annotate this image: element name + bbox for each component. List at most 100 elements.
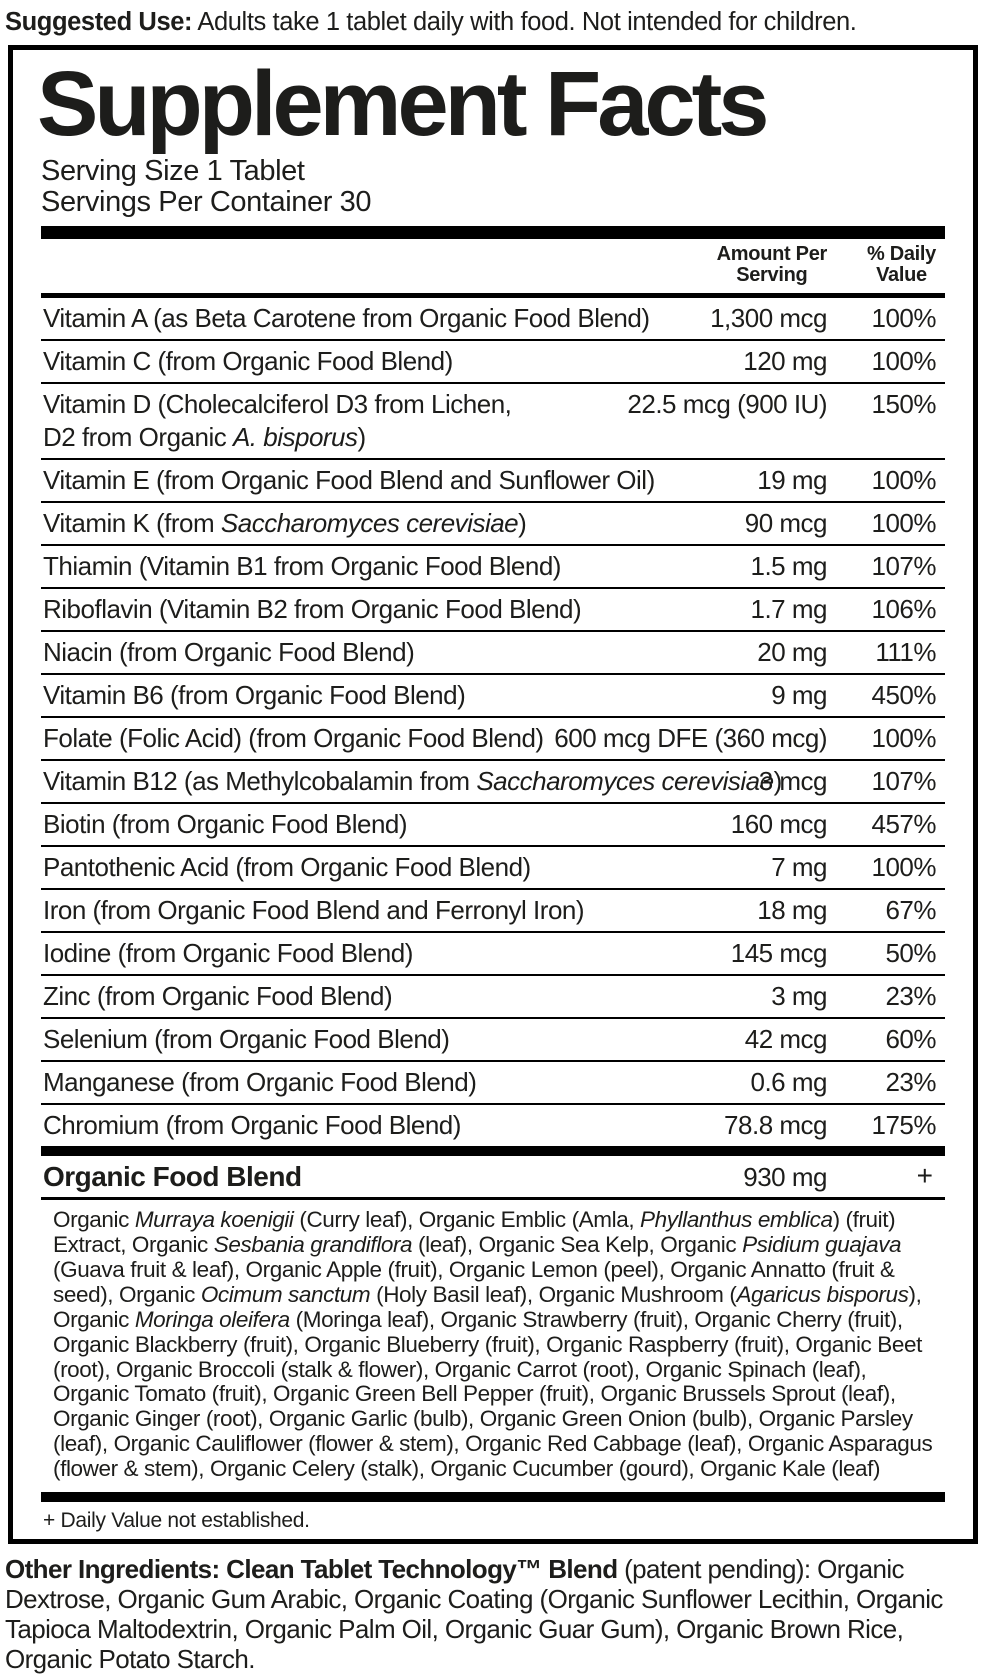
divider-medium-header bbox=[41, 293, 945, 299]
suggested-use-text: Adults take 1 tablet daily with food. No… bbox=[192, 8, 857, 36]
nutrient-name: Iron (from Organic Food Blend and Ferron… bbox=[43, 895, 585, 926]
column-header-daily-value: % Daily Value bbox=[866, 243, 936, 287]
nutrient-name: Vitamin D (Cholecalciferol D3 from Liche… bbox=[43, 389, 512, 453]
nutrient-daily-value: 23% bbox=[885, 981, 936, 1012]
other-ingredients-label: Other Ingredients: Clean Tablet Technolo… bbox=[5, 1553, 618, 1584]
nutrient-name: Vitamin E (from Organic Food Blend and S… bbox=[43, 465, 655, 496]
divider-thick-top bbox=[41, 226, 945, 240]
nutrient-amount: 1,300 mcg bbox=[710, 303, 827, 334]
nutrient-amount: 19 mg bbox=[757, 465, 827, 496]
nutrient-daily-value: 106% bbox=[871, 594, 937, 625]
blend-daily-value-symbol: + bbox=[916, 1160, 933, 1192]
nutrient-name: Iodine (from Organic Food Blend) bbox=[43, 938, 413, 969]
nutrient-amount: 1.5 mg bbox=[750, 551, 828, 582]
table-row: Biotin (from Organic Food Blend) 160 mcg 4… bbox=[41, 804, 945, 848]
table-row: Riboflavin (Vitamin B2 from Organic Food… bbox=[41, 589, 945, 633]
nutrient-daily-value: 100% bbox=[871, 508, 937, 539]
nutrient-daily-value: 107% bbox=[871, 551, 937, 582]
nutrient-amount: 78.8 mcg bbox=[724, 1110, 827, 1141]
table-row: Manganese (from Organic Food Blend) 0.6 m… bbox=[41, 1062, 945, 1106]
nutrient-name: Vitamin B6 (from Organic Food Blend) bbox=[43, 680, 466, 711]
nutrient-daily-value: 457% bbox=[871, 809, 937, 840]
table-row: Zinc (from Organic Food Blend) 3 mg 23% bbox=[41, 976, 945, 1020]
nutrient-amount: 145 mcg bbox=[730, 938, 828, 969]
nutrient-amount: 22.5 mcg (900 IU) bbox=[627, 389, 827, 420]
nutrient-amount: 120 mg bbox=[743, 346, 827, 377]
daily-value-footnote: + Daily Value not established. bbox=[43, 1508, 310, 1532]
nutrient-daily-value: 450% bbox=[871, 680, 937, 711]
nutrient-name: Pantothenic Acid (from Organic Food Blen… bbox=[43, 852, 531, 883]
nutrient-amount: 160 mcg bbox=[730, 809, 828, 840]
nutrient-name: Vitamin A (as Beta Carotene from Organic… bbox=[43, 303, 650, 334]
nutrient-daily-value: 175% bbox=[871, 1110, 937, 1141]
other-ingredients-paragraph: Other Ingredients: Clean Tablet Technolo… bbox=[0, 1544, 986, 1674]
table-row: Pantothenic Acid (from Organic Food Blen… bbox=[41, 847, 945, 891]
nutrient-name: Vitamin C (from Organic Food Blend) bbox=[43, 346, 453, 377]
blend-ingredients-paragraph: Organic Murraya koenigii (Curry leaf), O… bbox=[53, 1207, 933, 1481]
nutrient-daily-value: 100% bbox=[871, 852, 937, 883]
nutrient-daily-value: 60% bbox=[885, 1024, 936, 1055]
table-row: Vitamin B6 (from Organic Food Blend) 9 mg… bbox=[41, 675, 945, 719]
column-header-amount: Amount Per Serving bbox=[716, 243, 828, 287]
nutrient-name: Manganese (from Organic Food Blend) bbox=[43, 1067, 477, 1098]
table-row: Vitamin K (from Saccharomyces cerevisiae… bbox=[41, 503, 945, 547]
table-row: Iodine (from Organic Food Blend) 145 mcg 5… bbox=[41, 933, 945, 977]
nutrient-daily-value: 23% bbox=[885, 1067, 936, 1098]
nutrient-name: Vitamin K (from Saccharomyces cerevisiae… bbox=[43, 508, 527, 539]
nutrient-amount: 20 mg bbox=[757, 637, 827, 668]
nutrient-daily-value: 111% bbox=[875, 637, 936, 668]
servings-per-container: Servings Per Container 30 bbox=[41, 186, 372, 219]
nutrient-amount: 600 mcg DFE (360 mcg) bbox=[554, 723, 827, 754]
nutrient-name: Folate (Folic Acid) (from Organic Food B… bbox=[43, 723, 544, 754]
nutrient-daily-value: 100% bbox=[871, 303, 937, 334]
nutrient-name: Zinc (from Organic Food Blend) bbox=[43, 981, 393, 1012]
nutrient-name: Chromium (from Organic Food Blend) bbox=[43, 1110, 461, 1141]
nutrient-daily-value: 67% bbox=[885, 895, 936, 926]
nutrient-name: Vitamin B12 (as Methylcobalamin from Sac… bbox=[43, 766, 782, 797]
table-row: Vitamin A (as Beta Carotene from Organic… bbox=[41, 298, 945, 342]
nutrient-amount: 42 mcg bbox=[744, 1024, 828, 1055]
table-row: Vitamin B12 (as Methylcobalamin from Sac… bbox=[41, 761, 945, 805]
supplement-facts-panel: Supplement Facts Serving Size 1 Tablet S… bbox=[8, 45, 978, 1544]
table-row: Folate (Folic Acid) (from Organic Food B… bbox=[41, 718, 945, 762]
blend-header-row: Organic Food Blend 930 mg + bbox=[41, 1156, 945, 1197]
nutrient-amount: 9 mg bbox=[771, 680, 827, 711]
nutrient-amount: 7 mg bbox=[771, 852, 827, 883]
nutrient-daily-value: 100% bbox=[871, 346, 937, 377]
table-row: Vitamin E (from Organic Food Blend and S… bbox=[41, 460, 945, 504]
nutrient-daily-value: 50% bbox=[885, 938, 936, 969]
suggested-use-label: Suggested Use: bbox=[5, 8, 193, 36]
serving-info: Serving Size 1 Tablet Servings Per Conta… bbox=[41, 155, 945, 219]
nutrient-name: Selenium (from Organic Food Blend) bbox=[43, 1024, 450, 1055]
table-row: Vitamin C (from Organic Food Blend) 120 m… bbox=[41, 341, 945, 385]
table-row: Vitamin D (Cholecalciferol D3 from Liche… bbox=[41, 384, 945, 461]
table-row: Niacin (from Organic Food Blend) 20 mg 111… bbox=[41, 632, 945, 676]
nutrient-daily-value: 100% bbox=[871, 723, 937, 754]
nutrient-daily-value: 107% bbox=[871, 766, 937, 797]
nutrient-amount: 90 mcg bbox=[744, 508, 828, 539]
nutrient-amount: 3 mcg bbox=[758, 766, 828, 797]
table-row: Iron (from Organic Food Blend and Ferron… bbox=[41, 890, 945, 934]
table-row: Chromium (from Organic Food Blend) 78.8 m… bbox=[41, 1105, 945, 1146]
nutrient-name: Thiamin (Vitamin B1 from Organic Food Bl… bbox=[43, 551, 561, 582]
panel-title: Supplement Facts bbox=[37, 53, 769, 155]
nutrient-name: Biotin (from Organic Food Blend) bbox=[43, 809, 408, 840]
table-row: Thiamin (Vitamin B1 from Organic Food Bl… bbox=[41, 546, 945, 590]
suggested-use-line: Suggested Use: Adults take 1 tablet dail… bbox=[0, 0, 986, 43]
divider-thick-blend bbox=[41, 1146, 945, 1157]
nutrient-amount: 1.7 mg bbox=[750, 594, 828, 625]
blend-name: Organic Food Blend bbox=[43, 1161, 302, 1193]
nutrient-amount: 18 mg bbox=[757, 895, 827, 926]
divider-thin-blend bbox=[41, 1197, 945, 1201]
nutrient-amount: 3 mg bbox=[771, 981, 827, 1012]
nutrient-name: Niacin (from Organic Food Blend) bbox=[43, 637, 415, 668]
nutrient-daily-value: 100% bbox=[871, 465, 937, 496]
serving-size: Serving Size 1 Tablet bbox=[41, 155, 305, 187]
nutrient-name: Riboflavin (Vitamin B2 from Organic Food… bbox=[43, 594, 582, 625]
divider-thick-footnote bbox=[41, 1491, 945, 1502]
blend-amount: 930 mg bbox=[743, 1162, 827, 1193]
nutrient-table: Vitamin A (as Beta Carotene from Organic… bbox=[41, 298, 945, 1146]
nutrient-amount: 0.6 mg bbox=[750, 1067, 828, 1098]
table-row: Selenium (from Organic Food Blend) 42 mcg… bbox=[41, 1019, 945, 1063]
nutrient-daily-value: 150% bbox=[871, 389, 937, 420]
